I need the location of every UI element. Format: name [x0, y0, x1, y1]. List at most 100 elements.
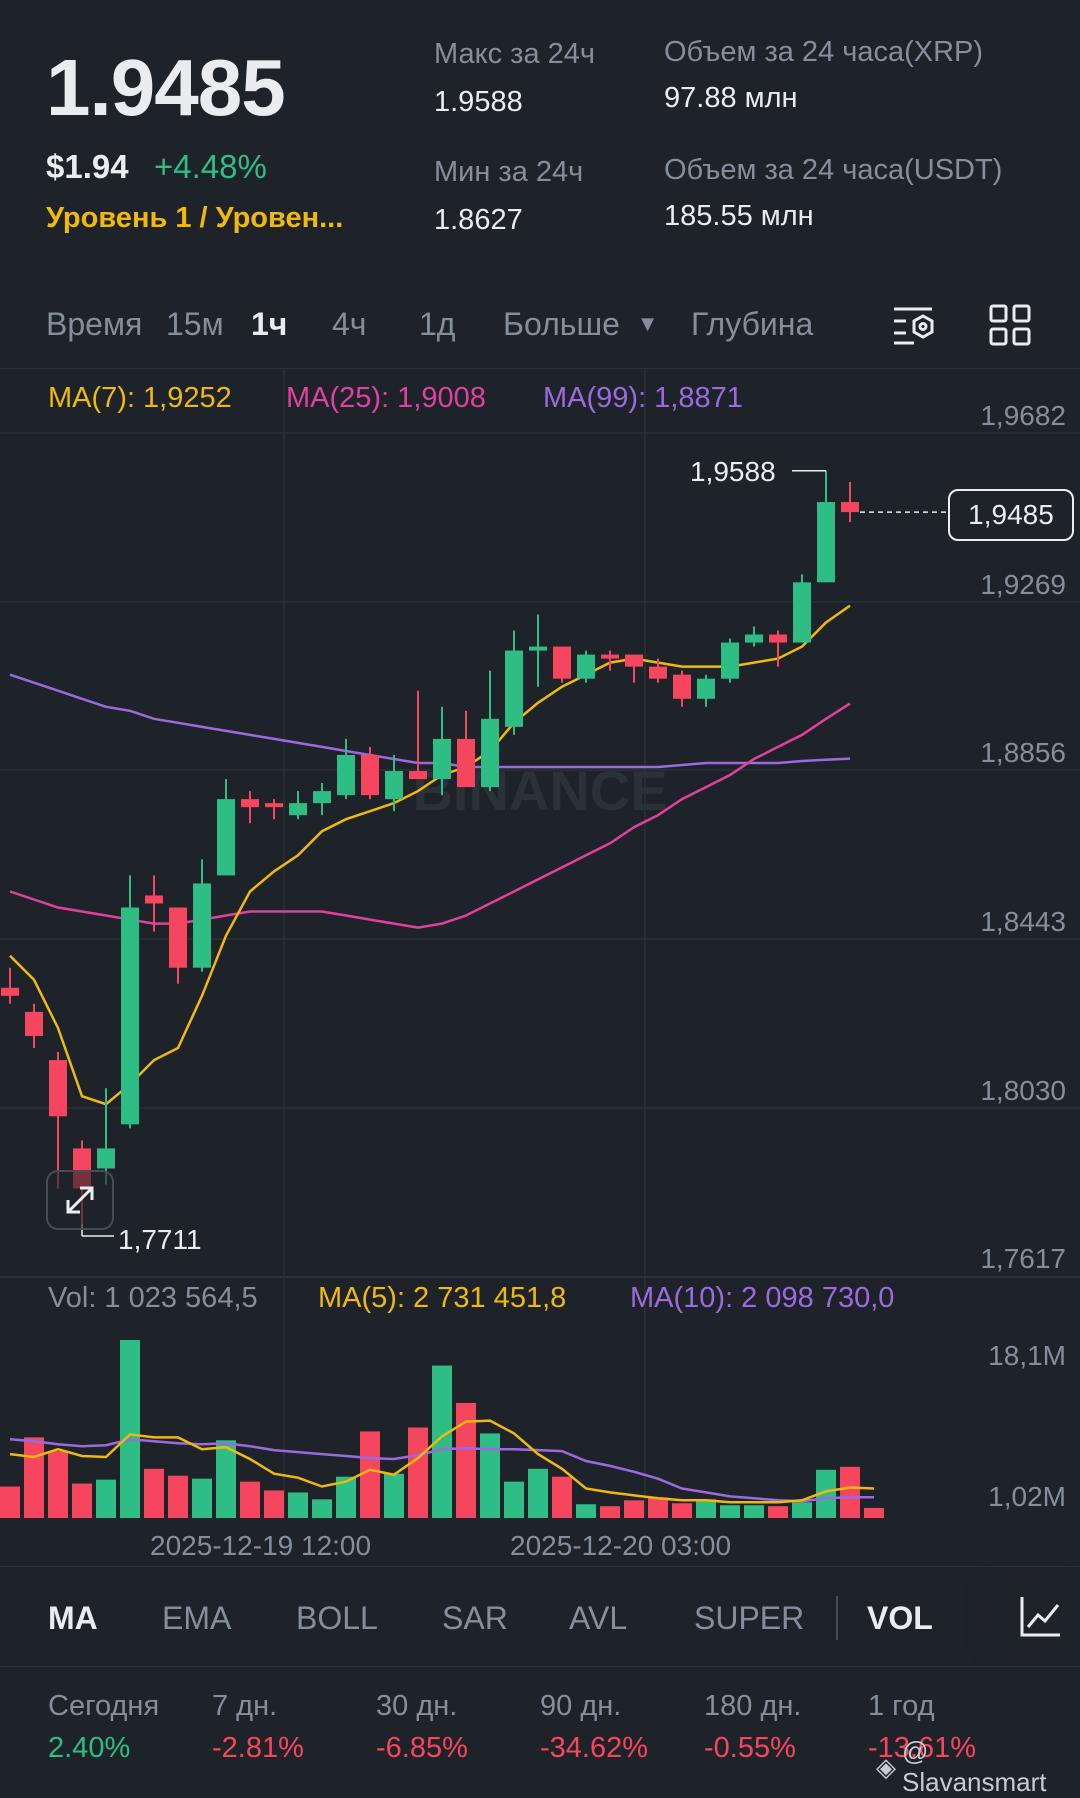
volume-bar	[384, 1473, 404, 1518]
volume-bar	[864, 1507, 884, 1518]
volume-bar	[816, 1469, 836, 1518]
caret-down-icon: ▼	[636, 311, 659, 336]
volume-bar	[120, 1340, 140, 1518]
performance-label: 30 дн.	[376, 1690, 458, 1722]
candle-body	[313, 791, 331, 804]
performance-value: 2.40%	[48, 1732, 131, 1764]
price-axis-label: 1,8443	[980, 906, 1066, 937]
volume-bar	[72, 1483, 92, 1518]
volume-bar	[240, 1481, 260, 1518]
volume-bar	[360, 1431, 380, 1518]
performance-value: -6.85%	[376, 1732, 468, 1764]
performance-label: 180 дн.	[704, 1690, 802, 1722]
price-change-percent: +4.48%	[154, 148, 267, 185]
candle-body	[649, 666, 667, 679]
last-price: 1.9485	[46, 43, 286, 132]
candles	[1, 470, 859, 1225]
performance-label: Сегодня	[48, 1690, 160, 1722]
chart-settings-icon[interactable]	[890, 300, 940, 350]
chart-settings-icon-glyph	[894, 307, 934, 345]
expand-icon	[66, 1186, 94, 1214]
indicator-tab-super[interactable]: SUPER	[694, 1600, 805, 1636]
indicator-tab-boll[interactable]: BOLL	[296, 1600, 378, 1636]
tab-1h[interactable]: 1ч	[251, 306, 288, 342]
tag-level-link[interactable]: Уровень 1 / Уровен...	[46, 202, 344, 234]
indicator-tab-vol[interactable]: VOL	[867, 1600, 933, 1636]
volume-bar	[336, 1476, 356, 1518]
performance-label: 90 дн.	[540, 1690, 622, 1722]
candle-body	[145, 895, 163, 904]
candle-body	[601, 654, 619, 659]
ma99-line	[9, 673, 851, 769]
tab-4h[interactable]: 4ч	[332, 306, 367, 342]
indicator-tab-ema[interactable]: EMA	[162, 1600, 232, 1636]
volume-bar	[48, 1451, 68, 1518]
indicator-settings-icon[interactable]	[1000, 1584, 1080, 1650]
layout-grid-icon[interactable]	[985, 300, 1035, 350]
ma7-line	[9, 604, 851, 1106]
volume-ma5-line	[9, 1419, 875, 1504]
candle-body	[817, 502, 835, 583]
performance-value: -13.61%	[868, 1732, 977, 1764]
volume-axis-label: 18,1M	[988, 1340, 1066, 1371]
candlestick-chart[interactable]: BINANCE	[0, 368, 1080, 1568]
volume-usdt-value: 185.55 млн	[664, 200, 814, 232]
candle-body	[409, 771, 427, 780]
candle-body	[505, 650, 523, 727]
tab-1d[interactable]: 1д	[419, 306, 456, 342]
ma-lines	[9, 604, 851, 1106]
candle-body	[745, 634, 763, 643]
volume-bar	[552, 1476, 572, 1518]
volume-bar	[288, 1492, 308, 1518]
performance-label: 1 год	[868, 1690, 935, 1722]
volume-bar	[792, 1502, 812, 1518]
tab-15m[interactable]: 15м	[166, 306, 224, 342]
high-24h-value: 1.9588	[434, 86, 523, 118]
indicator-tab-avl[interactable]: AVL	[569, 1600, 628, 1636]
chart-line-icon	[1020, 1597, 1060, 1637]
candle-body	[1, 987, 19, 996]
volume-bar	[624, 1500, 644, 1518]
volume-ma-lines	[9, 1419, 875, 1504]
low-24h-label: Мин за 24ч	[434, 156, 584, 188]
volume-xrp-value: 97.88 млн	[664, 82, 798, 114]
volume-bar	[648, 1497, 668, 1518]
high-24h-label: Макс за 24ч	[434, 38, 596, 70]
candle-body	[433, 738, 451, 780]
candle-body	[169, 907, 187, 968]
volume-ma10-legend: MA(10): 2 098 730,0	[630, 1282, 895, 1314]
candle-body	[361, 754, 379, 796]
volume-bar	[720, 1505, 740, 1518]
volume-ma10-line	[9, 1438, 874, 1503]
price-axis-label: 1,9269	[980, 569, 1066, 600]
price-axis-label: 1,8030	[980, 1075, 1066, 1106]
tab-time[interactable]: Время	[46, 306, 143, 342]
chart-grid	[0, 368, 1080, 1518]
tab-depth[interactable]: Глубина	[691, 306, 814, 342]
price-axis-label: 1,8856	[980, 737, 1066, 768]
ma25-legend: MA(25): 1,9008	[286, 382, 486, 414]
indicator-tab-sar[interactable]: SAR	[442, 1600, 508, 1636]
volume-bar	[144, 1468, 164, 1518]
candle-body	[793, 582, 811, 643]
performance-value: -34.62%	[540, 1732, 649, 1764]
tab-more[interactable]: Больше ▼	[503, 306, 659, 343]
volume-ma5-legend: MA(5): 2 731 451,8	[318, 1282, 567, 1314]
candle-body	[577, 654, 595, 679]
price-axis-label: 1,9682	[980, 400, 1066, 431]
expand-chart-button[interactable]	[46, 1170, 114, 1230]
low-marker-label: 1,7711	[118, 1224, 202, 1255]
candle-body	[337, 754, 355, 796]
candle-body	[529, 646, 547, 651]
volume-bar	[432, 1365, 452, 1518]
candle-body	[241, 799, 259, 808]
ma99-legend: MA(99): 1,8871	[543, 382, 743, 414]
date-axis-label: 2025-12-20 03:00	[510, 1530, 732, 1561]
candle-body	[721, 642, 739, 679]
volume-bar	[768, 1506, 788, 1518]
volume-bar	[840, 1466, 860, 1518]
candle-body	[49, 1060, 67, 1117]
volume-bar	[192, 1478, 212, 1518]
volume-axis-label: 1,02M	[988, 1481, 1066, 1512]
indicator-tab-ma[interactable]: MA	[48, 1600, 98, 1636]
